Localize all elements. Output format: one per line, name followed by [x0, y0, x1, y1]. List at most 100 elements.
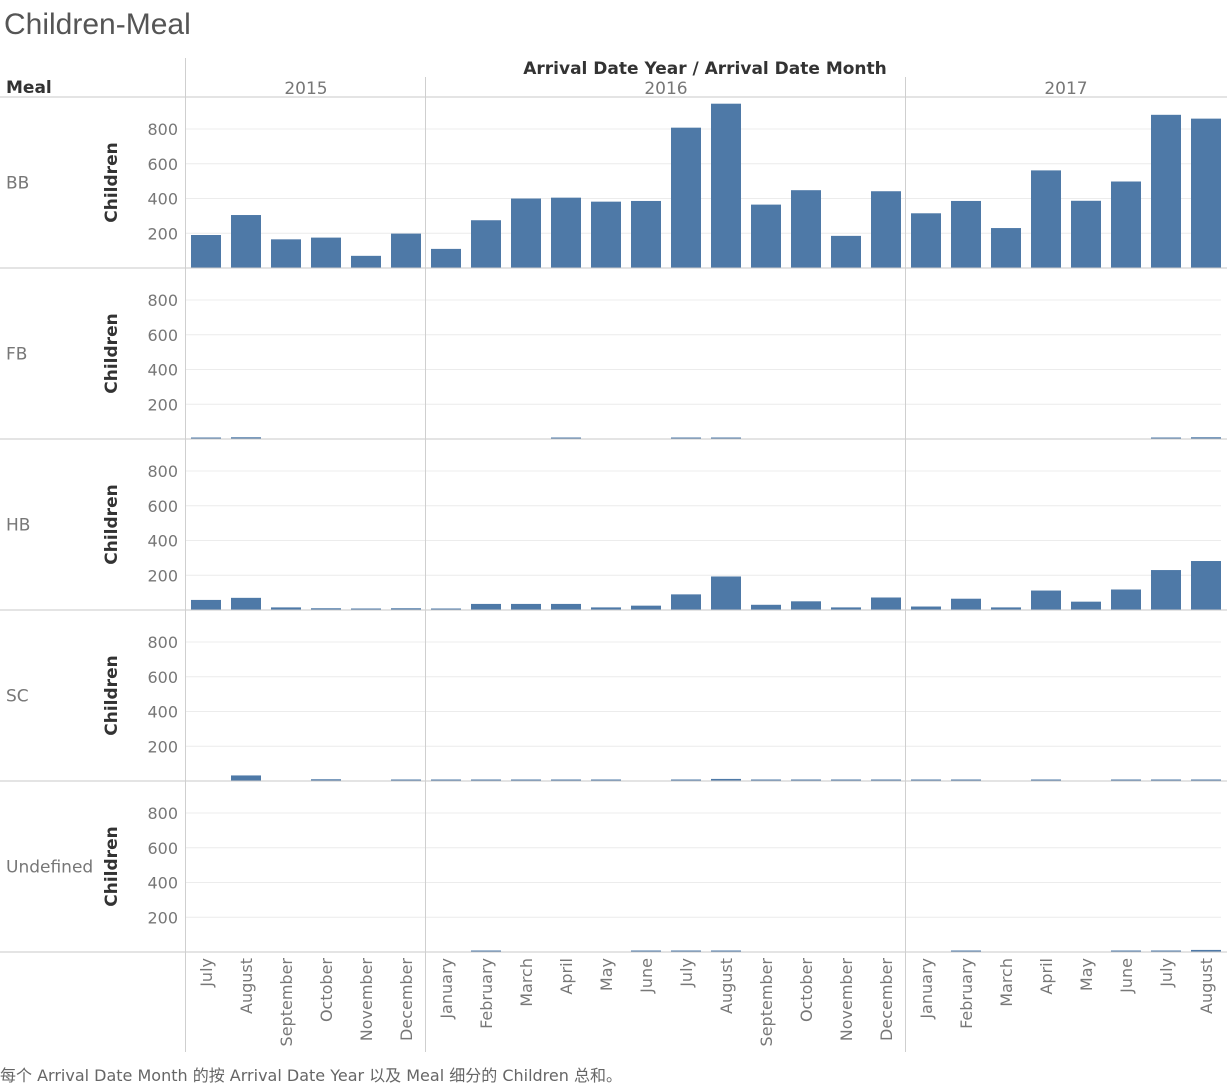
bar — [231, 437, 261, 439]
bar — [911, 779, 941, 781]
bar — [631, 605, 661, 610]
bar — [191, 437, 221, 439]
bar — [671, 594, 701, 610]
y-axis-title: Children — [102, 655, 122, 735]
month-label: June — [637, 958, 656, 994]
bar — [311, 608, 341, 610]
bar — [311, 237, 341, 268]
month-label: December — [397, 958, 416, 1041]
y-axis-title: Children — [102, 313, 122, 393]
bar — [791, 601, 821, 610]
y-tick-label: 600 — [147, 155, 178, 174]
bar — [711, 950, 741, 952]
row-label-bb: BB — [6, 174, 29, 194]
month-label: February — [957, 958, 976, 1029]
y-tick-label: 800 — [147, 462, 178, 481]
bar — [1191, 437, 1221, 439]
page-title: Children-Meal — [4, 8, 191, 41]
month-label: March — [517, 958, 536, 1007]
bar — [351, 255, 381, 268]
bar — [591, 779, 621, 781]
y-tick-label: 400 — [147, 874, 178, 893]
month-label: January — [437, 958, 456, 1020]
month-label: May — [1077, 958, 1096, 991]
bar — [711, 437, 741, 439]
bar — [391, 233, 421, 268]
month-label: September — [277, 958, 296, 1047]
y-tick-label: 800 — [147, 291, 178, 310]
bar — [791, 779, 821, 781]
month-label: July — [677, 958, 696, 988]
bar — [1151, 437, 1181, 439]
bar — [231, 597, 261, 610]
bar — [471, 220, 501, 268]
month-label: October — [317, 958, 336, 1022]
bar — [1111, 589, 1141, 610]
row-header-title: Meal — [6, 78, 52, 98]
bar — [1031, 590, 1061, 610]
bar — [711, 778, 741, 781]
footer-caption: 每个 Arrival Date Month 的按 Arrival Date Ye… — [0, 1066, 622, 1085]
y-tick-label: 800 — [147, 633, 178, 652]
bar — [431, 248, 461, 268]
row-label-sc: SC — [6, 687, 29, 707]
bar — [1151, 950, 1181, 952]
bar — [871, 597, 901, 610]
y-tick-label: 800 — [147, 804, 178, 823]
month-label: June — [1117, 958, 1136, 994]
bar — [751, 204, 781, 268]
bar — [831, 779, 861, 781]
y-tick-label: 200 — [147, 908, 178, 927]
bar — [711, 103, 741, 269]
bar — [231, 775, 261, 781]
bar — [511, 779, 541, 781]
bar — [991, 607, 1021, 610]
bar — [671, 437, 701, 439]
month-label: November — [357, 958, 376, 1042]
y-tick-label: 800 — [147, 120, 178, 139]
row-label-undefined: Undefined — [6, 858, 93, 878]
bar — [551, 197, 581, 268]
bar — [1191, 949, 1221, 952]
month-label: August — [717, 958, 736, 1014]
bar — [1031, 170, 1061, 268]
month-label: February — [477, 958, 496, 1029]
bar — [191, 235, 221, 268]
bar — [471, 603, 501, 610]
bar — [871, 779, 901, 781]
bar — [951, 200, 981, 268]
bar — [431, 779, 461, 781]
bar — [431, 608, 461, 610]
bar — [951, 950, 981, 952]
bar — [1151, 114, 1181, 269]
column-header-title: Arrival Date Year / Arrival Date Month — [523, 59, 887, 79]
month-label: March — [997, 958, 1016, 1007]
bar — [991, 228, 1021, 268]
y-axis-title: Children — [102, 826, 122, 906]
year-header-2015: 2015 — [284, 79, 327, 99]
row-label-fb: FB — [6, 345, 27, 365]
row-label-hb: HB — [6, 516, 30, 536]
bar — [871, 191, 901, 268]
y-tick-label: 400 — [147, 190, 178, 209]
bar — [471, 779, 501, 781]
bar — [1191, 561, 1221, 610]
y-tick-label: 600 — [147, 497, 178, 516]
bar — [671, 779, 701, 781]
bar — [511, 603, 541, 610]
bar — [1111, 950, 1141, 952]
month-label: August — [237, 958, 256, 1014]
bar — [471, 950, 501, 952]
year-header-2017: 2017 — [1044, 79, 1087, 99]
bar — [951, 598, 981, 610]
y-tick-label: 600 — [147, 668, 178, 687]
bar — [271, 607, 301, 610]
bar — [751, 779, 781, 781]
bar — [791, 190, 821, 268]
month-label: December — [877, 958, 896, 1041]
month-label: January — [917, 958, 936, 1020]
bar — [1151, 570, 1181, 610]
month-label: April — [1037, 958, 1056, 995]
bar — [671, 127, 701, 269]
bar — [1031, 779, 1061, 781]
